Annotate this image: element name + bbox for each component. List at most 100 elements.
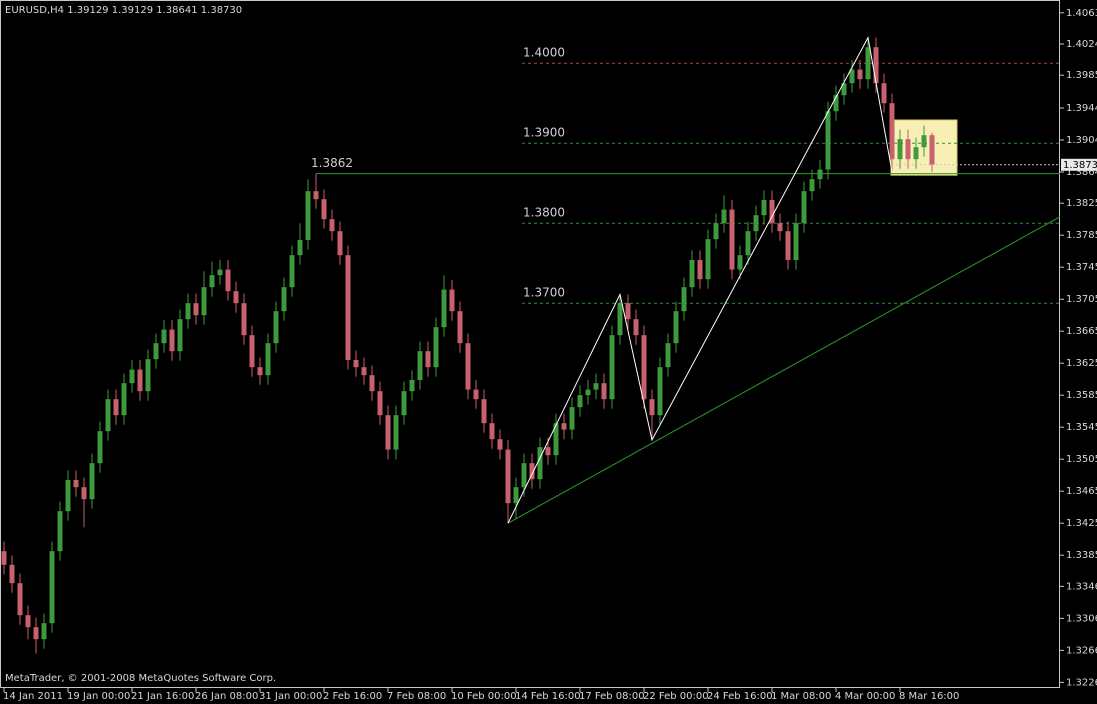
candle-body (345, 255, 351, 360)
candle-body (441, 289, 447, 328)
candle-body (193, 303, 199, 316)
y-tick-label: 1.37450 (1066, 262, 1097, 273)
level-label: 1.4000 (523, 46, 565, 60)
candle-body (97, 431, 103, 464)
y-tick-label: 1.34650 (1066, 486, 1097, 497)
y-tick-label: 1.35050 (1066, 454, 1097, 465)
y-tick-label: 1.33850 (1066, 550, 1097, 561)
candle-body (721, 209, 727, 224)
candle-body (849, 69, 855, 84)
candle-body (81, 487, 87, 500)
candle-body (633, 319, 639, 336)
candle-body (105, 399, 111, 432)
level-label: 1.3900 (523, 126, 565, 140)
candle-body (713, 223, 719, 240)
candle-body (185, 303, 191, 320)
candle-body (577, 395, 583, 408)
y-tick-label: 1.38250 (1066, 198, 1097, 209)
candle-body (489, 423, 495, 440)
candle-body (49, 551, 55, 624)
last-price-label: 1.38730 (1063, 160, 1097, 171)
candle-body (593, 383, 599, 390)
candle-body (545, 447, 551, 456)
plot-border (0, 0, 1060, 688)
candle-body (569, 407, 575, 430)
y-tick-label: 1.35850 (1066, 390, 1097, 401)
candle-body (905, 139, 911, 160)
candle-body (801, 191, 807, 224)
candle-body (457, 311, 463, 344)
x-tick-label: 14 Feb 16:00 (515, 691, 581, 702)
candle-body (657, 367, 663, 416)
candle-body (737, 255, 743, 270)
y-tick-label: 1.32660 (1066, 645, 1097, 656)
candle-body (361, 367, 367, 376)
candle-body (865, 47, 871, 80)
candle-body (225, 269, 231, 292)
candle-body (265, 343, 271, 376)
candle-body (465, 343, 471, 390)
candle-body (369, 375, 375, 392)
candle-body (473, 389, 479, 400)
candle-body (521, 463, 527, 488)
level-label: 1.3700 (523, 286, 565, 300)
candle-body (609, 335, 615, 400)
candle-body (729, 209, 735, 270)
candle-body (649, 399, 655, 416)
candle-body (601, 383, 607, 400)
candle-body (305, 191, 311, 240)
candle-body (841, 83, 847, 96)
candle-body (257, 367, 263, 376)
candle-body (673, 311, 679, 344)
candle-body (289, 255, 295, 288)
candle-body (321, 199, 327, 220)
candle-body (417, 351, 423, 380)
candle-body (393, 415, 399, 450)
candle-body (41, 623, 47, 640)
candle-body (745, 231, 751, 256)
candle-body (249, 335, 255, 368)
x-tick-label: 24 Feb 16:00 (707, 691, 773, 702)
candle-body (217, 269, 223, 276)
candle-body (233, 291, 239, 304)
chart-title: EURUSD,H4 1.39129 1.39129 1.38641 1.3873… (5, 5, 242, 16)
candle-body (337, 231, 343, 256)
candle-body (529, 463, 535, 480)
x-tick-label: 17 Feb 08:00 (579, 691, 645, 702)
y-tick-label: 1.36250 (1066, 358, 1097, 369)
candle-body (1, 551, 7, 565)
candle-body (505, 449, 511, 504)
y-tick-label: 1.32260 (1066, 677, 1097, 688)
candle-body (433, 327, 439, 368)
candle-body (785, 231, 791, 260)
candle-body (273, 311, 279, 344)
x-tick-label: 14 Jan 2011 (3, 691, 63, 702)
x-tick-label: 22 Feb 00:00 (643, 691, 709, 702)
candle-body (921, 135, 927, 148)
candle-body (377, 391, 383, 416)
candle-body (553, 423, 559, 456)
candle-body (857, 69, 863, 80)
y-tick-label: 1.33460 (1066, 581, 1097, 592)
candle-body (809, 179, 815, 192)
y-tick-label: 1.37850 (1066, 230, 1097, 241)
candle-body (585, 389, 591, 396)
candle-body (425, 351, 431, 368)
y-tick-label: 1.34250 (1066, 518, 1097, 529)
candle-body (889, 103, 895, 160)
y-tick-label: 1.40240 (1066, 39, 1097, 50)
candle-body (513, 487, 519, 504)
candle-body (881, 83, 887, 104)
x-tick-label: 31 Jan 00:00 (259, 691, 322, 702)
y-tick-label: 1.38640 (1066, 167, 1097, 178)
candle-body (873, 47, 879, 84)
candle-body (329, 219, 335, 232)
x-tick-label: 21 Jan 16:00 (131, 691, 194, 702)
candle-body (145, 359, 151, 392)
candle-body (241, 303, 247, 336)
resistance-label: 1.3862 (311, 156, 353, 170)
candle-body (897, 139, 903, 160)
candle-body (121, 383, 127, 416)
x-tick-label: 26 Jan 08:00 (195, 691, 258, 702)
